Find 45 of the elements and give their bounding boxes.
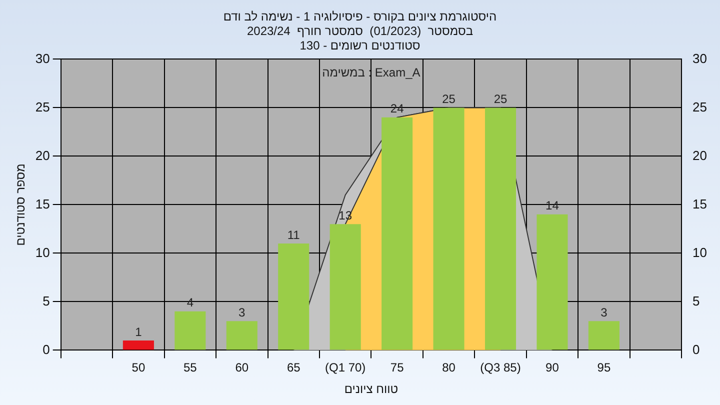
x-tick-label: 60 bbox=[235, 360, 249, 375]
x-tick-label: (Q1 70) bbox=[324, 360, 366, 375]
bar bbox=[278, 244, 310, 350]
y2-tick-label: 30 bbox=[692, 50, 708, 66]
x-tick-label: (Q3 85) bbox=[480, 360, 521, 375]
y2-tick-label: 25 bbox=[692, 99, 708, 114]
y-tick-label: 20 bbox=[35, 148, 50, 163]
data-label: 25 bbox=[442, 92, 456, 106]
data-label: 11 bbox=[287, 228, 300, 242]
bar bbox=[588, 321, 620, 350]
bar bbox=[330, 224, 361, 350]
y-tick-label: 25 bbox=[35, 99, 50, 114]
y2-tick-label: 10 bbox=[692, 244, 708, 260]
y-tick-label: 0 bbox=[42, 342, 50, 357]
x-axis-title: טווח ציונים bbox=[344, 382, 398, 396]
x-tick-label: 90 bbox=[546, 360, 560, 375]
bar bbox=[174, 311, 206, 350]
x-tick-label: 65 bbox=[286, 360, 301, 375]
data-label: 3 bbox=[238, 305, 246, 320]
bar bbox=[122, 340, 154, 350]
data-label: 25 bbox=[494, 92, 508, 106]
bar bbox=[382, 117, 413, 350]
y2-tick-label: 15 bbox=[692, 196, 708, 212]
y2-tick-label: 0 bbox=[692, 342, 700, 357]
bar bbox=[226, 321, 258, 350]
x-tick-label: 75 bbox=[390, 360, 404, 375]
y-tick-label: 15 bbox=[35, 196, 50, 212]
y-tick-label: 5 bbox=[42, 293, 50, 308]
data-label: 1 bbox=[135, 324, 142, 339]
chart-subtitle: בסמסטר (01/2023) סמסטר חורף 2023/24 סטודנטים רשומים - 130 bbox=[246, 24, 474, 52]
y-tick-label: 30 bbox=[35, 50, 50, 66]
data-label: 3 bbox=[600, 305, 608, 320]
annotation: במשימה : Exam_A bbox=[322, 66, 420, 80]
x-tick-label: 55 bbox=[183, 360, 198, 375]
bar bbox=[433, 108, 464, 350]
x-tick-label: 95 bbox=[597, 360, 611, 375]
y2-tick-label: 5 bbox=[692, 293, 700, 308]
y-tick-label: 10 bbox=[35, 244, 50, 260]
y-axis-title: מספר סטודנטים bbox=[14, 164, 28, 246]
chart-title: היסטוגרמת ציונים בקורס - פיסיולוגיה 1 - נשימה לב ודם bbox=[223, 10, 497, 24]
bar bbox=[536, 214, 568, 350]
y2-tick-label: 20 bbox=[692, 148, 708, 163]
x-tick-label: 50 bbox=[132, 360, 146, 375]
bar bbox=[484, 108, 516, 350]
x-tick-label: 80 bbox=[442, 360, 456, 375]
